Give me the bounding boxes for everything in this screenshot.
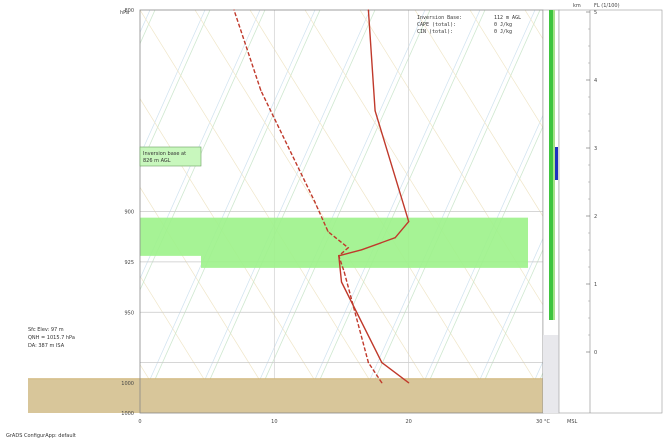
dewpoint-point — [347, 247, 349, 249]
footer-text: GrADS ConfigurApp: default — [6, 433, 76, 439]
moist-adiabat-line — [0, 10, 95, 413]
pressure-tick-label: 1000 — [121, 411, 134, 417]
temperature-point — [361, 249, 363, 251]
mixing-ratio-line — [140, 275, 226, 413]
info-label-1: Inversion Base: — [417, 15, 462, 21]
mixing-ratio-line — [0, 10, 5, 413]
dewpoint-point — [338, 255, 340, 257]
info-label-3: CIN (total): — [417, 29, 453, 35]
pressure-tick-labels: 800 900 925 950 1000 1000 — [121, 8, 134, 417]
vertical-bar-green — [549, 10, 553, 320]
dewpoint-point — [381, 382, 383, 384]
adiabat-line — [0, 10, 45, 413]
pressure-unit-label: hPa — [120, 10, 129, 16]
info-value-2: 0 J/kg — [494, 22, 512, 28]
pressure-tick-label: 1000 — [121, 381, 134, 387]
pressure-tick-label: 950 — [124, 310, 134, 316]
inversion-label-line-1: Inversion base at — [143, 151, 186, 157]
moist-adiabat-line — [464, 237, 543, 413]
qnh-label: QNH = 1015.7 hPa — [28, 335, 75, 341]
surface-elevation-label: Sfc Elev: 97 m — [28, 327, 64, 333]
altitude-header: km — [573, 3, 581, 9]
dewpoint-series-line — [233, 9, 383, 384]
info-label-2: CAPE (total): — [417, 22, 456, 28]
temperature-point — [408, 220, 410, 223]
temperature-tick-labels: 0 10 20 30 °C — [138, 419, 550, 425]
altitude-tick-label: 4 — [594, 78, 597, 84]
temperature-point — [408, 382, 410, 384]
moist-adiabat-line — [0, 10, 40, 413]
info-box: Inversion Base: 112 m AGL CAPE (total): … — [417, 15, 521, 35]
ground-layer — [28, 378, 543, 413]
dewpoint-point — [327, 231, 329, 233]
info-value-1: 112 m AGL — [494, 15, 521, 21]
dewpoint-point — [233, 9, 235, 11]
moist-adiabat-line — [140, 10, 206, 157]
pressure-tick-label: 800 — [124, 8, 134, 14]
inversion-band — [201, 217, 528, 268]
altitude-tick-label: 3 — [594, 146, 597, 152]
temperature-tick-label: 10 — [271, 419, 277, 425]
dewpoint-point — [314, 200, 316, 203]
adiabat-line — [140, 10, 211, 168]
altitude-tick-label: 5 — [594, 10, 597, 16]
dewpoint-point — [343, 271, 345, 273]
temperature-point — [394, 237, 396, 239]
temperature-point — [374, 110, 376, 112]
flight-level-header: FL (1/100) — [594, 3, 620, 9]
altitude-ticks: 0 1 2 3 4 5 — [586, 10, 597, 356]
temperature-point — [367, 9, 369, 11]
pressure-tick-label: 900 — [124, 210, 134, 216]
temperature-tick-label: 30 °C — [536, 419, 550, 425]
adiabat-line — [469, 248, 543, 413]
msl-label: MSL — [567, 419, 577, 425]
inversion-band-label-area — [140, 217, 201, 256]
altitude-tick-label: 2 — [594, 214, 597, 220]
vertical-bar-lightgreen — [553, 10, 555, 320]
pressure-tick-label: 925 — [124, 260, 134, 266]
mixing-ratio-line — [469, 10, 543, 129]
dewpoint-point — [260, 90, 262, 92]
dewpoint-point — [367, 362, 369, 364]
vertical-bar-blue — [555, 147, 558, 180]
mixing-ratio-line — [0, 10, 60, 413]
inversion-label-box — [139, 146, 202, 167]
density-altitude-label: DA: 387 m ISA — [28, 343, 65, 349]
temperature-gridlines — [273, 10, 410, 413]
altitude-panel — [558, 9, 663, 414]
temperature-tick-label: 20 — [405, 419, 411, 425]
mixing-ratio-line — [0, 10, 115, 413]
altitude-tick-label: 0 — [594, 350, 597, 356]
inversion-label-line-2: 826 m AGL — [143, 158, 171, 164]
temperature-point — [381, 362, 383, 364]
side-strip-ground — [543, 335, 559, 413]
temperature-tick-label: 0 — [138, 419, 141, 425]
info-value-3: 0 J/kg — [494, 29, 512, 35]
adiabat-line — [0, 10, 100, 413]
series-layer — [233, 9, 410, 384]
temperature-point — [340, 281, 343, 283]
altitude-tick-label: 1 — [594, 282, 597, 288]
